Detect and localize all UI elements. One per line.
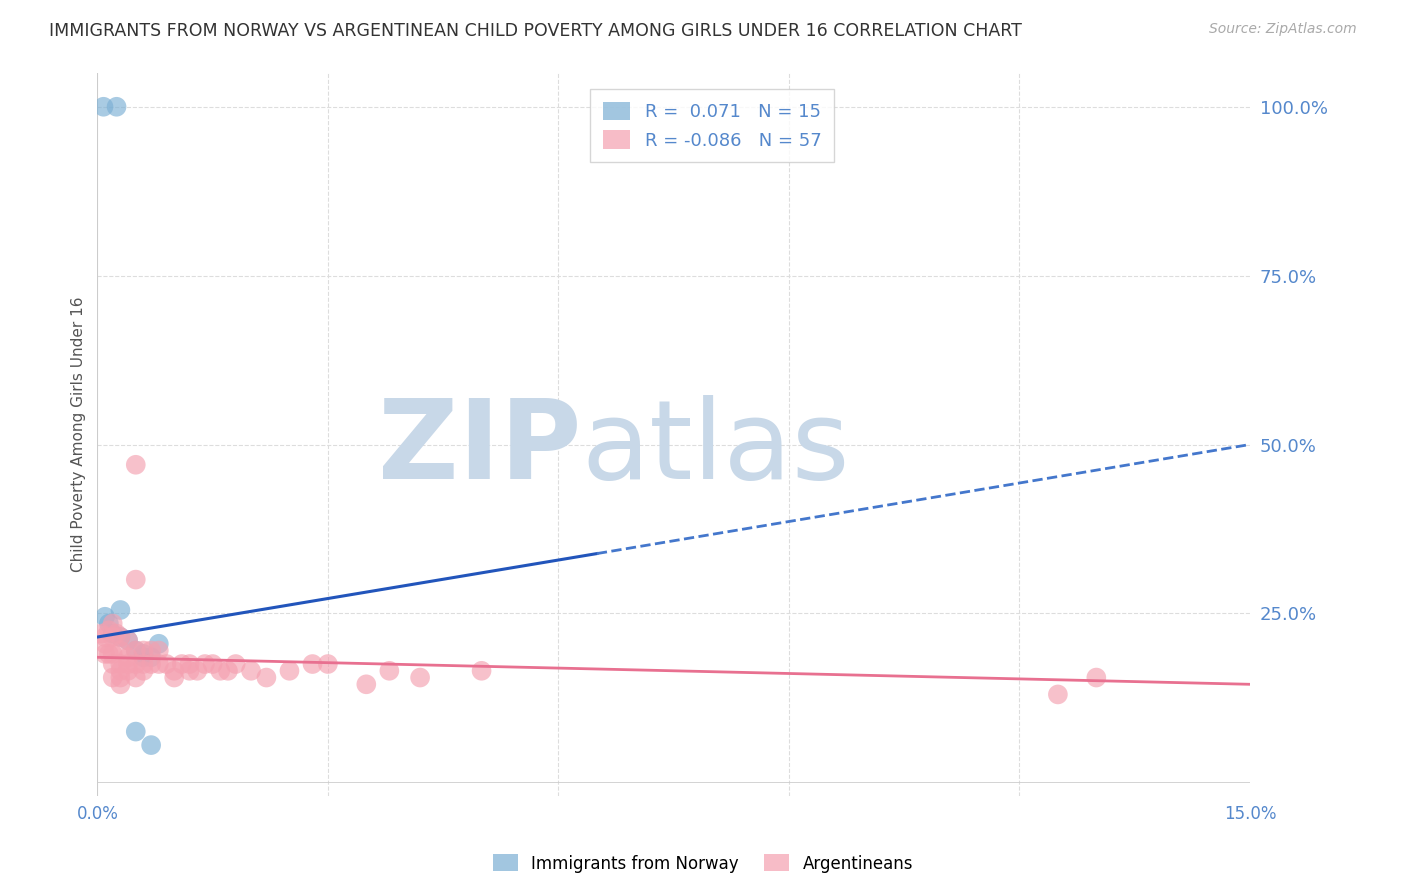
Point [117,664,139,678]
Point [139,650,162,665]
Point [378,664,401,678]
Point [139,657,162,671]
Point [155,657,177,671]
Point [110,664,132,678]
Point [125,643,148,657]
Point [170,657,193,671]
Point [254,671,277,685]
Point [94,637,117,651]
Point [105,100,128,114]
Point [1046,688,1069,702]
Point [94,630,117,644]
Point [94,609,117,624]
Point [94,647,117,661]
Point [179,664,201,678]
Point [217,664,239,678]
Point [117,657,139,671]
Point [1085,671,1108,685]
Point [110,630,132,644]
Point [110,630,132,644]
Legend: R =  0.071   N = 15, R = -0.086   N = 57: R = 0.071 N = 15, R = -0.086 N = 57 [591,89,834,162]
Point [148,657,170,671]
Point [471,664,494,678]
Point [97,624,120,638]
Point [97,616,120,631]
Point [132,647,155,661]
Point [148,637,170,651]
Point [148,643,170,657]
Point [240,664,263,678]
Point [101,626,124,640]
Point [97,647,120,661]
Point [163,664,186,678]
Point [409,671,432,685]
Point [101,630,124,644]
Point [139,643,162,657]
Point [132,664,155,678]
Point [125,573,148,587]
Point [139,738,162,752]
Point [125,657,148,671]
Point [132,650,155,665]
Point [179,657,201,671]
Point [163,671,186,685]
Legend: Immigrants from Norway, Argentineans: Immigrants from Norway, Argentineans [486,847,920,880]
Point [110,643,132,657]
Point [117,633,139,648]
Text: Source: ZipAtlas.com: Source: ZipAtlas.com [1209,22,1357,37]
Text: ZIP: ZIP [378,395,582,502]
Point [105,626,128,640]
Point [194,657,217,671]
Point [125,458,148,472]
Y-axis label: Child Poverty Among Girls Under 16: Child Poverty Among Girls Under 16 [72,297,86,572]
Point [110,603,132,617]
Point [101,647,124,661]
Point [278,664,301,678]
Point [101,671,124,685]
Point [201,657,224,671]
Point [110,671,132,685]
Point [356,677,378,691]
Point [110,677,132,691]
Point [316,657,339,671]
Point [125,724,148,739]
Point [101,616,124,631]
Point [110,657,132,671]
Point [125,671,148,685]
Text: IMMIGRANTS FROM NORWAY VS ARGENTINEAN CHILD POVERTY AMONG GIRLS UNDER 16 CORRELA: IMMIGRANTS FROM NORWAY VS ARGENTINEAN CH… [49,22,1022,40]
Point [117,633,139,648]
Point [132,643,155,657]
Point [186,664,208,678]
Point [101,657,124,671]
Point [225,657,247,671]
Point [301,657,323,671]
Point [90,626,112,640]
Point [117,650,139,665]
Point [132,657,155,671]
Text: atlas: atlas [582,395,851,502]
Point [93,100,115,114]
Point [209,664,232,678]
Point [125,643,148,657]
